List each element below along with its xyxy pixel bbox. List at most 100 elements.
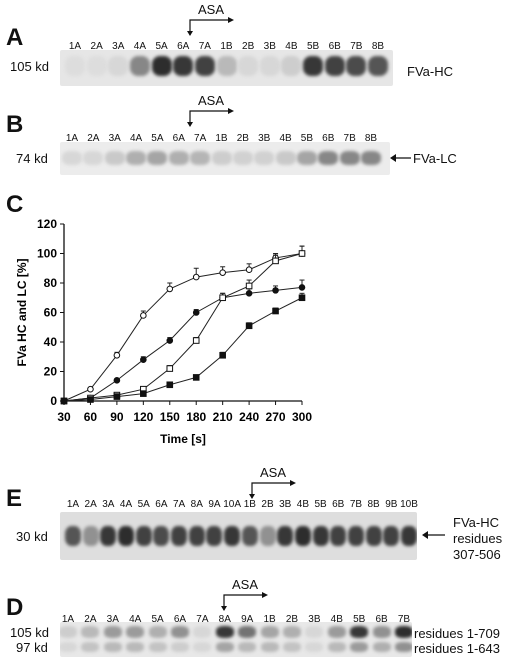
- series-line: [63, 253, 303, 402]
- lane-label: 7A: [194, 133, 207, 144]
- panel-a-blot: [60, 50, 393, 86]
- panel-b-asa-arrow: [187, 108, 234, 127]
- blot-band: [147, 151, 168, 165]
- lane-label: 2A: [84, 499, 97, 510]
- panel-d-mw-lower: 97 kd: [16, 640, 48, 655]
- blot-band: [361, 151, 381, 165]
- lane-label: 8B: [364, 133, 378, 144]
- lane-label: 2A: [90, 41, 103, 52]
- lane-label: 5A: [151, 133, 164, 144]
- blot-band: [305, 626, 324, 638]
- blot-band: [365, 526, 382, 546]
- lane-label: 6A: [173, 614, 187, 625]
- lane-label: 8B: [367, 499, 380, 510]
- data-point: [113, 377, 121, 384]
- lane-label: 2B: [285, 614, 299, 625]
- data-point: [166, 381, 174, 389]
- series-line: [63, 297, 303, 402]
- data-point: [219, 351, 226, 359]
- blot-band: [327, 626, 346, 638]
- blot-band: [350, 642, 369, 652]
- blot-band: [103, 626, 122, 638]
- y-axis-label: FVa HC and LC [%]: [15, 258, 29, 366]
- blot-band: [104, 151, 125, 165]
- panel-d-band-label-upper: residues 1-709: [414, 626, 500, 641]
- panel-d-band-label-lower: residues 1-643: [414, 641, 500, 656]
- blot-band: [65, 56, 85, 76]
- lane-label: 6B: [332, 499, 345, 510]
- blot-band: [173, 56, 194, 76]
- lane-label: 3A: [108, 133, 121, 144]
- lane-label: 1B: [220, 41, 233, 52]
- blot-band: [135, 526, 152, 546]
- lane-label: 5A: [155, 41, 168, 52]
- lane-label: 1B: [243, 499, 256, 510]
- panel-e-letter: E: [6, 485, 23, 512]
- blot-band: [395, 642, 412, 652]
- blot-band: [324, 56, 345, 76]
- blot-band: [126, 642, 145, 652]
- y-tick-label: 60: [44, 306, 58, 320]
- lane-label: 5A: [151, 614, 164, 625]
- blot-band: [372, 626, 391, 638]
- data-point: [87, 385, 94, 393]
- lane-label: 5B: [306, 41, 320, 52]
- blot-band: [260, 642, 279, 652]
- panel-a-asa-label: ASA: [198, 2, 225, 17]
- lane-label: 9A: [241, 614, 254, 625]
- data-point: [166, 285, 174, 293]
- series-line: [63, 253, 303, 402]
- lane-label: 7A: [196, 614, 209, 625]
- blot-band: [100, 526, 117, 546]
- blot-band: [118, 526, 135, 546]
- lane-label: 10A: [223, 499, 242, 510]
- panel-a-band-label: FVa-HC: [407, 64, 453, 79]
- panel-b-band-label: FVa-LC: [413, 151, 457, 166]
- x-axis-label: Time [s]: [160, 432, 206, 446]
- lane-label: 8A: [218, 614, 231, 625]
- data-point: [166, 365, 174, 372]
- data-point: [140, 356, 147, 363]
- blot-band: [103, 642, 122, 652]
- panel-e-blot: [60, 512, 417, 560]
- y-tick-label: 40: [44, 335, 58, 349]
- blot-band: [383, 526, 400, 546]
- lane-label: 5B: [300, 133, 314, 144]
- panel-e-band-label-3: 307-506: [453, 547, 501, 562]
- panel-e-mw: 30 kd: [16, 529, 48, 544]
- blot-band: [283, 642, 301, 652]
- blot-band: [62, 151, 82, 165]
- y-tick-label: 120: [37, 217, 57, 231]
- y-tick-label: 0: [50, 394, 57, 408]
- panel-b-asa-label: ASA: [198, 93, 225, 108]
- lane-label: 4B: [285, 41, 298, 52]
- lane-label: 1A: [68, 41, 82, 52]
- y-tick-label: 80: [44, 276, 58, 290]
- lane-label: 5A: [137, 499, 150, 510]
- blot-band: [60, 626, 77, 638]
- blot-band: [215, 642, 234, 652]
- blot-band: [206, 526, 223, 546]
- lane-label: 7B: [343, 133, 356, 144]
- lane-label: 6A: [172, 133, 185, 144]
- blot-band: [277, 526, 294, 546]
- blot-band: [188, 526, 205, 546]
- lane-label: 6B: [328, 41, 341, 52]
- data-point: [245, 282, 253, 290]
- blot-band: [259, 526, 276, 546]
- panel-a-letter: A: [6, 24, 24, 51]
- lane-label: 3A: [106, 614, 119, 625]
- blot-band: [129, 56, 150, 76]
- blot-band: [372, 642, 391, 652]
- data-point: [219, 269, 226, 276]
- x-tick-label: 300: [292, 410, 312, 424]
- blot-band: [168, 151, 189, 165]
- data-point: [60, 397, 68, 405]
- panel-b-mw: 74 kd: [16, 151, 48, 166]
- data-point: [272, 307, 279, 315]
- panel-b-letter: B: [6, 111, 24, 138]
- lane-label: 5B: [314, 499, 327, 510]
- lane-label: 4B: [279, 133, 292, 144]
- panel-a-mw: 105 kd: [10, 59, 50, 74]
- lane-label: 3B: [279, 499, 292, 510]
